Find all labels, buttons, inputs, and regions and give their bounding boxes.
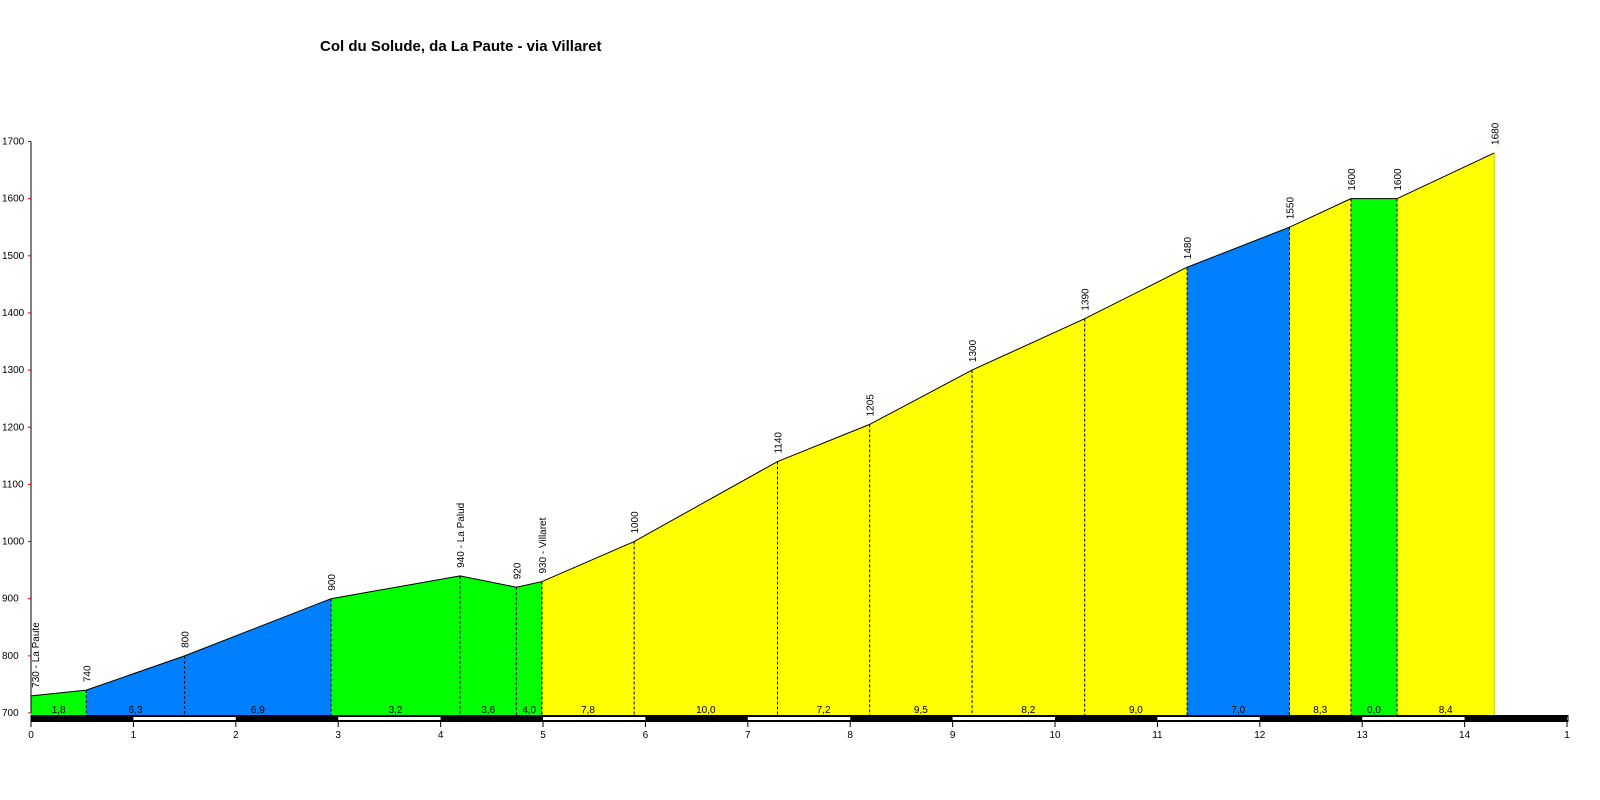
x-tick-label: 7 (745, 730, 751, 741)
gradient-label: 4,0 (522, 705, 536, 716)
x-tick-label: 13 (1357, 730, 1369, 741)
km-bar-white-block (338, 717, 441, 720)
gradient-label: 8,4 (1439, 705, 1453, 716)
gradient-label: 0,0 (1367, 705, 1381, 716)
elevation-label: 800 (181, 631, 192, 648)
gradient-label: 3,2 (389, 705, 403, 716)
y-axis: 700 800 900 1000 1100 1200 1300 1400 1500 1600 170… (2, 137, 32, 719)
segment-area (516, 581, 542, 715)
x-tick-label: 1 (1564, 730, 1570, 741)
gradient-label: 7,8 (581, 705, 595, 716)
y-tick-label: 1100 (2, 479, 24, 490)
segment-area (86, 655, 185, 715)
elevation-label: 1300 (968, 339, 979, 362)
y-tick-label: 700 (2, 708, 19, 719)
segment-area (184, 598, 332, 715)
segment-area (31, 690, 87, 715)
km-bar-white-block (1362, 717, 1465, 720)
km-bar-white-block (747, 717, 851, 720)
km-bar-white-block (543, 717, 646, 720)
gradient-labels: 1,8 6,3 6,9 3,2 3,6 4,0 7,8 10,0 7,2 9,5 8,2 9,0 7,0… (52, 705, 1453, 716)
y-tick-label: 1700 (2, 137, 25, 148)
segment-area (1084, 267, 1188, 715)
x-tick-label: 11 (1152, 730, 1163, 741)
y-tick-label: 1500 (2, 251, 25, 262)
gradient-label: 6,3 (128, 705, 142, 716)
segment-area (777, 424, 870, 715)
segment-area (460, 575, 517, 715)
elevation-label: 1550 (1285, 197, 1296, 220)
x-tick-label: 8 (847, 730, 853, 741)
x-axis: 0 1 2 3 4 5 6 7 8 9 10 11 12 13 14 1 (28, 721, 1570, 741)
elevation-label: 1390 (1081, 288, 1092, 311)
segment-area (1350, 198, 1398, 715)
x-tick-label: 12 (1254, 730, 1266, 741)
segment-area (869, 370, 973, 715)
x-tick-label: 10 (1049, 730, 1061, 741)
elevation-label: 730 - La Paute (31, 622, 42, 688)
elevation-label: 920 (512, 562, 523, 579)
y-tick-label: 1400 (2, 308, 25, 319)
km-bar-white-block (952, 717, 1055, 720)
y-tick-label: 800 (2, 651, 19, 662)
elevation-label: 900 (327, 574, 338, 591)
segment-area (541, 541, 635, 715)
y-tick-label: 1300 (2, 365, 25, 376)
y-tick-label: 1000 (2, 537, 25, 548)
gradient-label: 8,2 (1021, 705, 1035, 716)
gradient-segments (31, 152, 1495, 715)
gradient-label: 6,9 (251, 705, 265, 716)
elevation-label: 1480 (1183, 237, 1194, 260)
segment-area (1397, 152, 1495, 715)
gradient-label: 8,3 (1313, 705, 1327, 716)
segment-dividers (85, 198, 1398, 715)
elevation-label: 1205 (866, 394, 877, 417)
elevation-label: 740 (82, 665, 93, 682)
x-tick-label: 4 (438, 730, 444, 741)
elevation-label: 1140 (773, 432, 784, 454)
y-tick-label: 900 (2, 594, 19, 605)
gradient-label: 1,8 (52, 705, 66, 716)
km-bar-white-block (133, 717, 236, 720)
segment-area (1187, 227, 1290, 715)
x-tick-label: 9 (950, 730, 956, 741)
x-tick-label: 14 (1459, 730, 1471, 741)
y-tick-label: 1200 (2, 422, 25, 433)
km-bar-white-block (1157, 717, 1260, 720)
elevation-label: 930 - Villaret (538, 517, 549, 573)
segment-area (634, 461, 778, 715)
x-tick-label: 0 (28, 730, 34, 741)
segment-area (1289, 198, 1351, 715)
km-bar-outline (30, 715, 1569, 722)
elevation-label: 1600 (1393, 168, 1404, 191)
gradient-label: 7,2 (817, 705, 831, 716)
segment-area (972, 318, 1085, 715)
chart-title: Col du Solude, da La Paute - via Villare… (320, 38, 602, 55)
gradient-label: 9,5 (914, 705, 928, 716)
profile-line (30, 152, 1495, 697)
y-tick-label: 1600 (2, 194, 25, 205)
profile-line-group (30, 152, 1495, 715)
gradient-label: 7,0 (1231, 705, 1245, 716)
elevation-label: 1000 (630, 511, 641, 534)
km-scale-bar (30, 715, 1569, 722)
elevation-label: 940 - La Palud (456, 503, 467, 568)
x-tick-label: 2 (233, 730, 239, 741)
gradient-label: 3,6 (481, 705, 495, 716)
x-tick-label: 3 (335, 730, 341, 741)
elevation-labels: 730 - La Paute 740 800 900 940 - La Palud 920… (31, 122, 1501, 688)
elevation-label: 1600 (1347, 168, 1358, 191)
x-tick-label: 5 (540, 730, 546, 741)
gradient-label: 9,0 (1129, 705, 1143, 716)
x-tick-label: 1 (131, 730, 137, 741)
x-tick-label: 6 (643, 730, 649, 741)
elevation-label: 1680 (1490, 122, 1501, 145)
gradient-label: 10,0 (696, 705, 716, 716)
segment-area (331, 575, 461, 715)
